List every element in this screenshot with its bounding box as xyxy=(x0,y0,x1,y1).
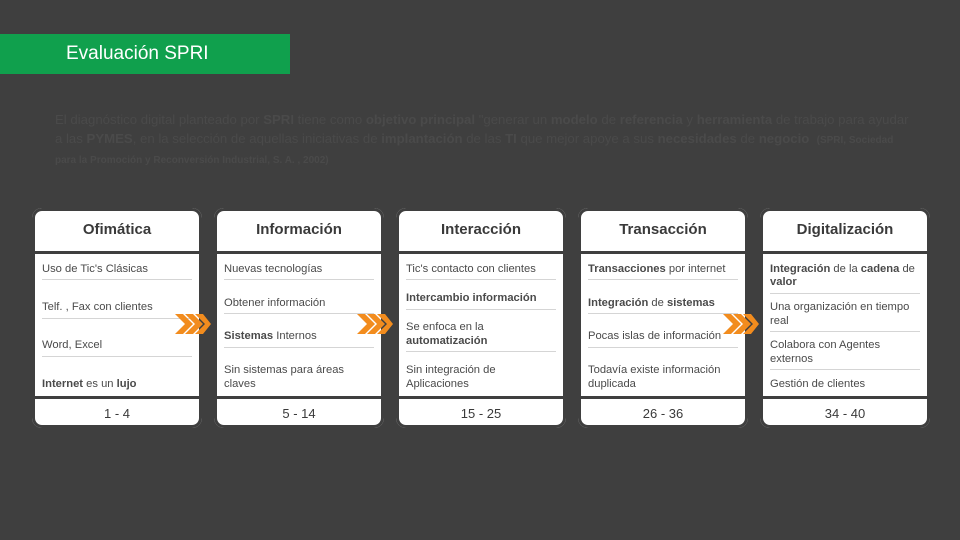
card-body: Integración de la cadena de valor Una org… xyxy=(760,254,930,396)
card-row: Internet es un lujo xyxy=(42,375,192,394)
card-row: Una organización en tiempo real xyxy=(770,298,920,332)
stage-card: DigitalizaciónIntegración de la cadena d… xyxy=(760,208,930,428)
card-row: Word, Excel xyxy=(42,336,192,356)
card-range: 15 - 25 xyxy=(396,396,566,428)
card-body: Tic's contacto con clientes Intercambio i… xyxy=(396,254,566,396)
card-row: Obtener información xyxy=(224,294,374,314)
card-row: Colabora con Agentes externos xyxy=(770,336,920,370)
card-heading: Transacción xyxy=(578,208,748,254)
card-range: 26 - 36 xyxy=(578,396,748,428)
card-range: 5 - 14 xyxy=(214,396,384,428)
card-heading: Ofimática xyxy=(32,208,202,254)
card-row: Sin sistemas para áreas claves xyxy=(224,361,374,394)
page-title: Evaluación SPRI xyxy=(0,34,290,74)
arrow-icon xyxy=(175,310,211,338)
card-row: Todavía existe información duplicada xyxy=(588,361,738,394)
stage-card: Interacción Tic's contacto con clientes In… xyxy=(396,208,566,428)
card-row: Integración de sistemas xyxy=(588,294,738,314)
card-range: 1 - 4 xyxy=(32,396,202,428)
card-range: 34 - 40 xyxy=(760,396,930,428)
card-row: Transacciones por internet xyxy=(588,260,738,280)
arrow-icon xyxy=(723,310,759,338)
card-row: Gestión de clientes xyxy=(770,375,920,394)
card-heading: Información xyxy=(214,208,384,254)
card-row: Sistemas Internos xyxy=(224,327,374,347)
card-row: Uso de Tic's Clásicas xyxy=(42,260,192,280)
card-row: Integración de la cadena de valor xyxy=(770,260,920,294)
card-row: Intercambio información xyxy=(406,289,556,309)
card-row: Sin integración de Aplicaciones xyxy=(406,361,556,394)
card-row: Pocas islas de información xyxy=(588,327,738,347)
card-row: Tic's contacto con clientes xyxy=(406,260,556,280)
arrow-icon xyxy=(357,310,393,338)
card-heading: Interacción xyxy=(396,208,566,254)
card-row: Se enfoca en la automatización xyxy=(406,318,556,352)
card-row: Nuevas tecnologías xyxy=(224,260,374,280)
card-heading: Digitalización xyxy=(760,208,930,254)
intro-paragraph: El diagnóstico digital planteado por SPR… xyxy=(55,110,910,168)
card-row: Telf. , Fax con clientes xyxy=(42,298,192,318)
cards-container: Ofimática Uso de Tic's Clásicas Telf. , Fa… xyxy=(32,208,930,428)
